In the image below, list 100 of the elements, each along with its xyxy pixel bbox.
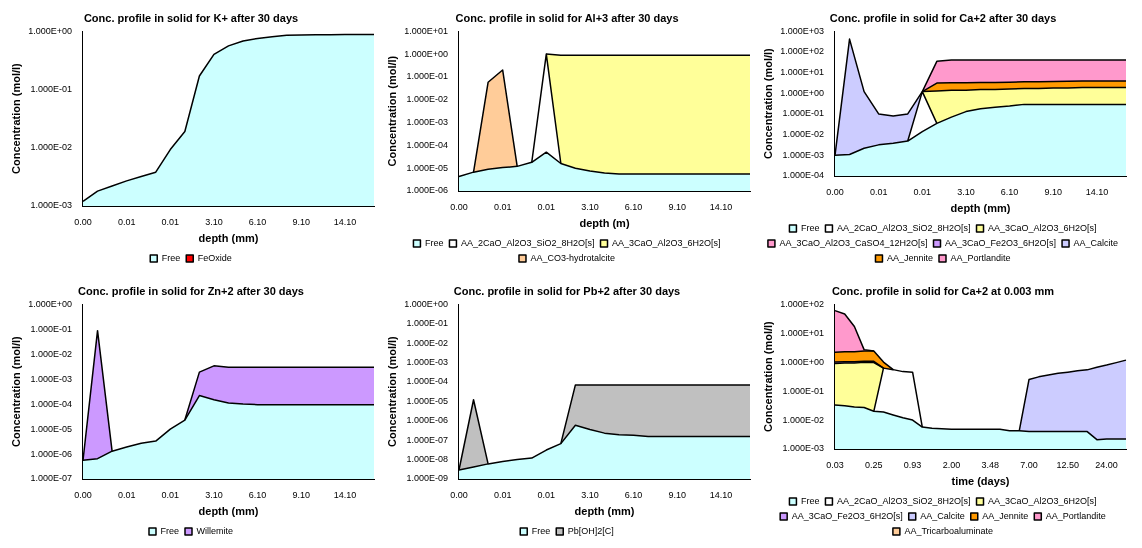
y-tick-label: 1.000E+00 (780, 356, 824, 367)
x-axis-title: depth (mm) (198, 505, 259, 518)
legend-label: AA_3CaO_Fe2O3_6H2O[s] (791, 510, 903, 521)
x-tick-label: 3.48 (981, 459, 999, 470)
y-tick-label: 1.000E-06 (406, 185, 448, 196)
x-tick-label: 0.01 (493, 201, 512, 212)
x-tick-label: 9.10 (668, 201, 687, 212)
x-tick-label: 6.10 (248, 216, 267, 227)
x-tick-label: 0.93 (903, 459, 922, 470)
y-tick-label: 1.000E-05 (406, 395, 448, 406)
y-tick-label: 1.000E-05 (30, 423, 72, 434)
legend-label: AA_Portlandite (950, 252, 1011, 263)
x-tick-label: 3.10 (205, 489, 223, 500)
x-tick-label: 3.10 (581, 201, 599, 212)
x-axis-title: depth (mm) (574, 505, 635, 518)
legend-label: AA_CO3-hydrotalcite (530, 252, 616, 263)
x-tick-label: 14.10 (709, 201, 733, 212)
y-tick-label: 1.000E-06 (30, 448, 72, 459)
x-tick-label: 0.01 (161, 489, 180, 500)
legend-label: Free (161, 252, 181, 263)
x-tick-label: 0.01 (161, 216, 180, 227)
x-tick-label: 0.00 (450, 489, 468, 500)
x-tick-label: 0.01 (117, 216, 136, 227)
legend-label: AA_2CaO_Al2O3_SiO2_8H2O[s] (460, 237, 595, 248)
x-tick-label: 0.01 (493, 489, 512, 500)
x-tick-label: 0.01 (117, 489, 136, 500)
y-tick-label: 1.000E-01 (782, 385, 824, 396)
x-tick-label: 6.10 (624, 201, 643, 212)
x-tick-label: 0.00 (826, 186, 844, 197)
legend-label: AA_3CaO_Fe2O3_6H2O[s] (945, 237, 1057, 248)
chart-title: Conc. profile in solid for Ca+2 at 0.003 mm (831, 284, 1055, 297)
x-tick-label: 24.00 (1095, 459, 1118, 470)
y-tick-label: 1.000E-01 (406, 318, 448, 329)
y-tick-label: 1.000E-03 (782, 443, 824, 454)
y-tick-label: 1.000E-04 (782, 170, 824, 181)
legend-label: AA_Jennite (982, 510, 1029, 521)
x-tick-label: 0.00 (74, 216, 92, 227)
y-tick-label: 1.000E-04 (406, 139, 448, 150)
x-tick-label: 0.25 (865, 459, 883, 470)
legend-label: AA_Jennite (886, 252, 934, 263)
x-tick-label: 9.10 (292, 216, 311, 227)
legend-label: AA_3CaO_Al2O3_CaSO4_12H2O[s] (779, 237, 928, 248)
legend-label: Free (531, 525, 551, 536)
y-tick-label: 1.000E-02 (30, 348, 72, 359)
x-tick-label: 6.10 (624, 489, 643, 500)
y-tick-label: 1.000E+02 (780, 298, 824, 309)
legend-label: AA_Calcite (1073, 237, 1119, 248)
legend-label: AA_Tricarboaluminate (904, 525, 994, 536)
legend-label: AA_3CaO_Al2O3_6H2O[s] (988, 495, 1097, 506)
x-tick-label: 0.01 (537, 489, 556, 500)
y-tick-label: 1.000E+03 (780, 25, 824, 36)
y-axis-title: Concentration (mol/l) (385, 335, 398, 447)
y-axis-title: Concentration (mol/l) (761, 320, 774, 432)
y-tick-label: 1.000E-04 (406, 376, 448, 387)
y-tick-label: 1.000E+01 (780, 67, 824, 78)
y-tick-label: 1.000E-03 (406, 356, 448, 367)
x-tick-label: 0.00 (450, 201, 468, 212)
y-tick-label: 1.000E-02 (406, 337, 448, 348)
x-tick-label: 14.10 (1085, 186, 1109, 197)
y-tick-label: 1.000E+00 (28, 25, 72, 36)
legend-label: Willemite (196, 525, 234, 536)
x-tick-label: 6.10 (248, 489, 267, 500)
y-tick-label: 1.000E-01 (30, 323, 72, 334)
y-tick-label: 1.000E-03 (30, 373, 72, 384)
legend-label: AA_3CaO_Al2O3_6H2O[s] (988, 222, 1097, 233)
y-tick-label: 1.000E-04 (30, 398, 72, 409)
x-tick-label: 2.00 (942, 459, 961, 470)
y-tick-label: 1.000E-03 (782, 149, 824, 160)
y-axis-title: Concentration (mol/l) (761, 47, 774, 159)
y-tick-label: 1.000E-08 (406, 454, 448, 465)
legend-label: Pb[OH]2[C] (567, 525, 614, 536)
x-tick-label: 6.10 (1000, 186, 1019, 197)
y-tick-label: 1.000E+01 (404, 25, 448, 36)
chart-title: Conc. profile in solid for K+ after 30 days (83, 11, 299, 24)
x-axis-title: depth (mm) (950, 202, 1011, 215)
chart-title: Conc. profile in solid for Al+3 after 30 days (455, 11, 679, 24)
y-tick-label: 1.000E-09 (406, 473, 448, 484)
y-tick-label: 1.000E-02 (406, 94, 448, 105)
x-tick-label: 0.00 (74, 489, 92, 500)
x-axis-title: depth (m) (579, 217, 630, 230)
legend-label: Free (800, 495, 820, 506)
x-tick-label: 0.01 (537, 201, 556, 212)
legend-label: AA_2CaO_Al2O3_SiO2_8H2O[s] (836, 222, 971, 233)
x-axis-title: time (days) (951, 475, 1010, 488)
y-tick-label: 1.000E+02 (780, 46, 824, 57)
x-tick-label: 9.10 (292, 489, 311, 500)
y-tick-label: 1.000E+01 (780, 327, 824, 338)
chart-title: Conc. profile in solid for Pb+2 after 30 days (453, 284, 681, 297)
y-tick-label: 1.000E-03 (406, 117, 448, 127)
legend-label: Free (800, 222, 820, 233)
y-tick-label: 1.000E-06 (406, 415, 448, 426)
y-tick-label: 1.000E+00 (28, 298, 72, 309)
y-tick-label: 1.000E-02 (30, 142, 72, 153)
legend-label: AA_Calcite (920, 510, 965, 521)
x-tick-label: 0.01 (869, 186, 888, 197)
x-tick-label: 9.10 (1044, 186, 1063, 197)
x-tick-label: 0.01 (913, 186, 932, 197)
y-axis-title: Concentration (mol/l) (385, 55, 398, 167)
y-tick-label: 1.000E+00 (404, 48, 448, 59)
x-tick-label: 0.03 (826, 459, 844, 470)
